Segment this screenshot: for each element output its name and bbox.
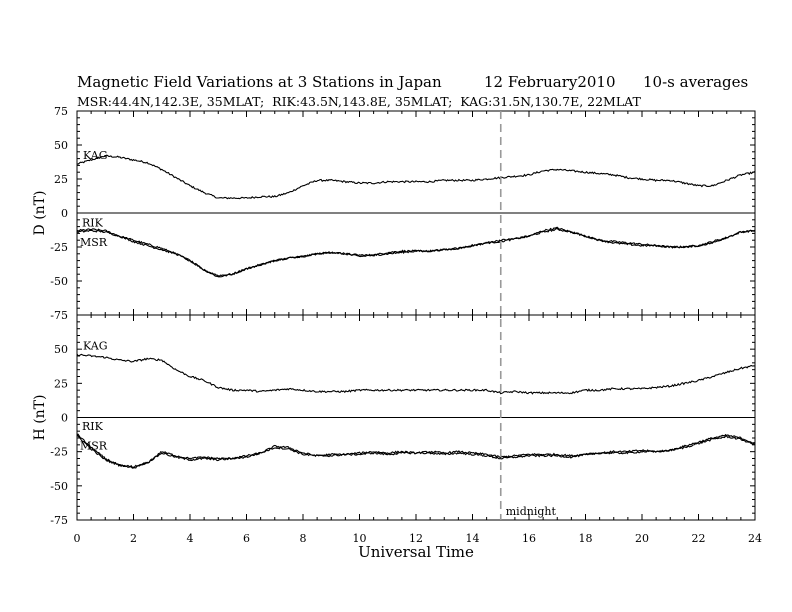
- y-tick-label-h: -25: [50, 446, 68, 459]
- series-label-rik-d: RIK: [82, 217, 104, 230]
- chart-date: 12 February2010: [484, 73, 616, 91]
- y-tick-label-h: 50: [54, 343, 68, 356]
- y-tick-label-d: -25: [50, 241, 68, 254]
- series-line-msr-d: [76, 228, 756, 277]
- x-tick-label: 10: [353, 532, 367, 545]
- series-label-kag-h: KAG: [83, 340, 108, 353]
- y-axis-label-h: H (nT): [32, 395, 48, 441]
- series-label-msr-d: MSR: [80, 236, 108, 249]
- y-tick-label-h: 25: [54, 377, 68, 390]
- y-tick-label-h: -75: [50, 514, 68, 527]
- x-tick-label: 8: [300, 532, 307, 545]
- series-line-msr-h: [76, 434, 756, 469]
- y-tick-label-h: 0: [61, 412, 68, 425]
- x-tick-label: 6: [243, 532, 250, 545]
- series-label-rik-h: RIK: [82, 420, 104, 433]
- horizontal-panel: -75 -50 -25 0 25 50 H (nT) KAG RIK MSR: [32, 314, 756, 527]
- declination-panel: -75 -50 -25 0 25 50 75 D (nT) KAG RIK MSR: [32, 105, 756, 322]
- overlay: midnight: [499, 111, 557, 520]
- midnight-label: midnight: [506, 505, 557, 518]
- x-tick-label: 2: [130, 532, 137, 545]
- series-label-kag-d: KAG: [83, 149, 108, 162]
- station-info: MSR:44.4N,142.3E, 35MLAT; RIK:43.5N,143.…: [77, 94, 641, 109]
- series-line-kag-d: [76, 154, 756, 200]
- y-tick-label-d: 25: [54, 173, 68, 186]
- y-tick-label-d: -50: [50, 275, 68, 288]
- x-tick-label: 18: [579, 532, 593, 545]
- y-tick-label-d: 0: [61, 207, 68, 220]
- y-tick-label-h: -50: [50, 480, 68, 493]
- x-tick-label: 12: [409, 532, 423, 545]
- x-tick-label: 22: [692, 532, 706, 545]
- x-tick-label: 0: [74, 532, 81, 545]
- chart-title: Magnetic Field Variations at 3 Stations …: [77, 73, 442, 91]
- y-tick-label-d: -75: [50, 309, 68, 322]
- x-tick-label: 14: [466, 532, 480, 545]
- series-label-msr-h: MSR: [80, 439, 108, 452]
- y-tick-label-d: 75: [54, 105, 68, 118]
- chart-averaging: 10-s averages: [643, 73, 749, 91]
- y-axis-label-d: D (nT): [32, 191, 48, 236]
- x-axis-label: Universal Time: [358, 543, 474, 561]
- x-tick-label: 16: [522, 532, 536, 545]
- y-tick-label-d: 50: [54, 139, 68, 152]
- x-tick-label: 24: [748, 532, 762, 545]
- x-tick-label: 4: [187, 532, 194, 545]
- x-tick-label: 20: [635, 532, 649, 545]
- series-line-kag-h: [76, 353, 756, 395]
